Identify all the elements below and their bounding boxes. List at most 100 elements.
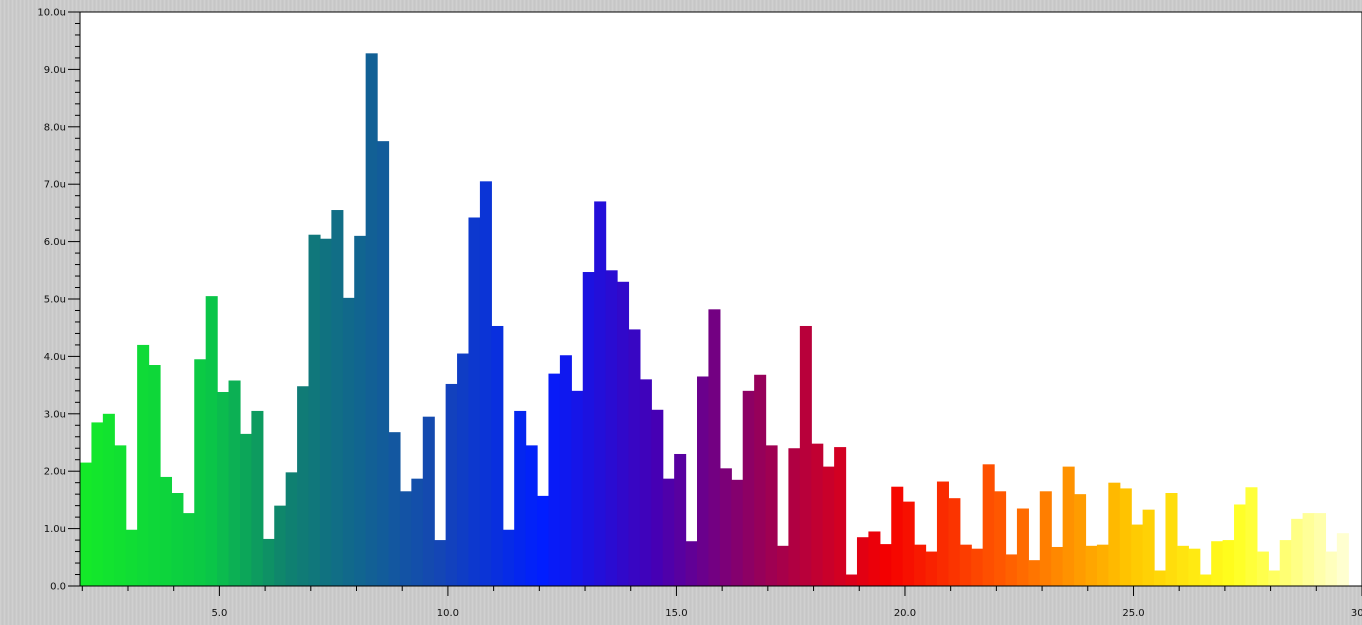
bar: [674, 453, 687, 586]
bar: [605, 270, 618, 586]
y-tick-label: 6.0u: [44, 237, 66, 248]
bar: [239, 433, 252, 586]
bar: [959, 544, 972, 586]
bar: [479, 181, 492, 586]
bar: [102, 413, 115, 586]
bar: [1005, 554, 1018, 586]
bar: [377, 141, 390, 586]
bar: [1028, 560, 1041, 586]
bar: [1245, 487, 1258, 586]
bar: [1154, 570, 1167, 586]
bar: [159, 476, 173, 586]
bar: [399, 491, 412, 586]
bar: [1142, 509, 1155, 586]
bar: [879, 544, 892, 586]
bar: [365, 53, 378, 586]
bar: [148, 365, 161, 586]
y-tick-label: 10.0u: [37, 8, 66, 19]
bar: [125, 529, 138, 586]
bar: [1176, 545, 1189, 586]
bar: [297, 386, 310, 586]
bar: [914, 544, 927, 586]
bar: [217, 391, 230, 586]
y-tick-label: 1.0u: [44, 524, 66, 535]
bar: [845, 574, 858, 586]
bar: [1199, 574, 1212, 586]
x-tick-label: 30.0: [1351, 608, 1362, 619]
y-tick-label: 2.0u: [44, 467, 66, 478]
bar: [1062, 466, 1075, 586]
bar: [1039, 491, 1052, 586]
bar: [1108, 482, 1121, 586]
x-tick-label: 10.0: [437, 608, 459, 619]
y-tick-label: 7.0u: [44, 180, 66, 191]
bar: [274, 505, 287, 586]
bar: [91, 422, 104, 586]
bar: [685, 541, 698, 586]
bar: [788, 448, 801, 586]
bar: [354, 235, 367, 587]
bar: [765, 445, 778, 586]
bar: [1279, 540, 1292, 586]
bar: [251, 410, 264, 586]
bar: [868, 531, 881, 586]
bar: [925, 551, 938, 586]
bar: [1336, 533, 1349, 586]
bar: [628, 329, 641, 586]
bar: [994, 491, 1007, 586]
bar: [776, 545, 790, 586]
bar: [822, 466, 835, 586]
bar: [1314, 513, 1327, 586]
bar: [662, 478, 675, 586]
bar: [80, 462, 93, 586]
bar: [1016, 508, 1029, 586]
bar: [1211, 541, 1224, 586]
bar: [1188, 548, 1201, 586]
y-tick-label: 5.0u: [44, 295, 66, 306]
bar: [434, 540, 447, 586]
x-axis: 5.0 10.0 15.0 20.0 25.0 30.0: [80, 585, 1362, 619]
bar: [754, 374, 767, 586]
bar: [137, 344, 150, 586]
bar: [1325, 551, 1338, 586]
bar: [571, 390, 584, 586]
bar: [319, 238, 332, 587]
bar: [719, 468, 732, 586]
bar: [182, 513, 195, 586]
bar: [697, 376, 710, 586]
bar: [457, 353, 470, 586]
bar: [342, 297, 355, 586]
bar: [1222, 540, 1235, 586]
bar: [1268, 570, 1281, 586]
bar: [491, 325, 504, 586]
bar: [1131, 524, 1144, 586]
bar: [799, 325, 812, 586]
bar: [228, 380, 241, 586]
bar: [891, 486, 904, 586]
x-tick-label: 5.0: [211, 608, 227, 619]
bar: [445, 383, 458, 586]
y-tick-label: 9.0u: [44, 65, 66, 76]
bar: [114, 445, 127, 586]
y-tick-label: 3.0u: [44, 409, 66, 420]
bar: [285, 472, 298, 586]
bar: [1234, 504, 1247, 586]
bar: [537, 495, 550, 586]
bar: [1085, 545, 1098, 586]
bar: [639, 379, 652, 586]
x-tick-label: 15.0: [665, 608, 687, 619]
bar: [194, 359, 207, 586]
y-tick-label: 4.0u: [44, 352, 66, 363]
bar: [708, 309, 721, 586]
bar: [811, 443, 824, 586]
bar: [902, 501, 915, 586]
y-axis: 0.0 1.0u 2.0u 3.0u 4.0u 5.0u 6.0u 7.0u 8.0u 9.0u 1…: [37, 8, 81, 593]
bar: [742, 390, 755, 586]
x-tick-label: 25.0: [1122, 608, 1144, 619]
bar: [1074, 494, 1087, 586]
bar: [331, 210, 344, 586]
bar: [582, 272, 595, 586]
bar: [205, 296, 218, 586]
bar: [1119, 488, 1132, 586]
bar: [468, 217, 481, 587]
